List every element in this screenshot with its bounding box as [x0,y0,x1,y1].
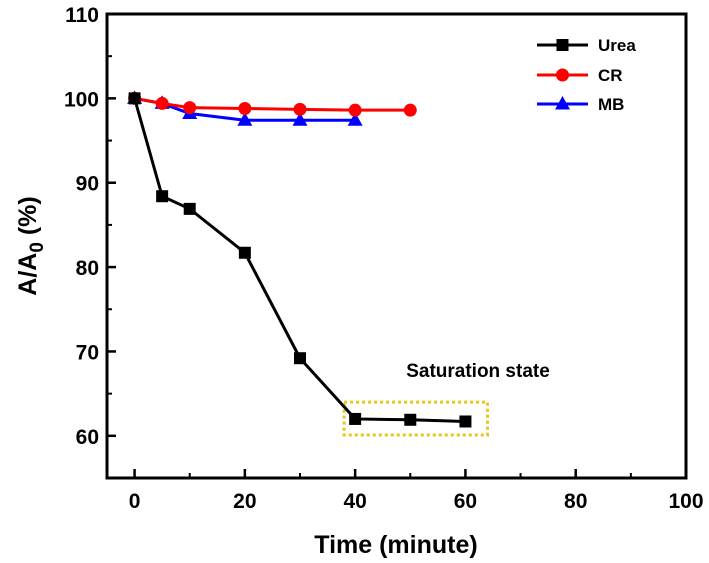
data-point-urea [183,202,196,215]
annotation-layer: Saturation state [342,361,550,437]
legend-marker-cr [556,68,569,82]
legend-marker-mb [555,96,570,110]
x-tick-label: 60 [454,490,477,513]
y-tick-label: 100 [64,88,99,111]
y-axis-title-group: A/A0 (%) [14,196,48,295]
data-point-cr [238,101,252,115]
y-tick-label: 80 [76,257,99,280]
y-axis-title: A/A0 (%) [14,196,48,295]
y-tick-label: 90 [76,173,99,196]
legend: Urea CR MB [537,36,636,114]
data-point-urea [459,415,472,428]
legend-label-urea: Urea [598,36,636,55]
annotation-text: Saturation state [406,361,550,382]
data-point-cr [183,101,197,115]
y-axis-title-main: A/A [14,253,42,296]
x-tick-label: 0 [129,490,141,513]
saturation-box [342,400,489,437]
y-tick-label: 110 [65,4,99,27]
plot-frame [105,12,688,480]
data-point-urea [238,246,251,259]
data-point-mb [237,112,253,126]
x-axis-title: Time (minute) [314,531,477,559]
legend-item-cr: CR [537,66,623,85]
y-tick-label: 70 [76,341,99,364]
data-point-mb [292,112,308,126]
legend-item-mb: MB [537,95,624,114]
legend-marker-urea [556,39,569,51]
x-tick-label: 100 [668,490,703,513]
data-point-urea [404,413,417,426]
data-point-urea [349,412,362,425]
y-axis-title-subscript: 0 [27,242,48,253]
legend-label-cr: CR [598,66,623,85]
data-point-urea [294,352,306,365]
data-point-cr [293,102,307,116]
series-layer [127,90,472,428]
series-cr [128,91,417,117]
x-tick-label: 40 [343,490,366,513]
legend-item-urea: Urea [537,36,636,55]
series-urea [128,92,472,428]
data-point-urea [128,92,141,105]
data-point-mb [347,112,363,126]
data-point-cr [348,103,362,117]
data-point-cr [155,96,169,110]
y-axis-title-suffix: (%) [14,196,42,242]
data-point-urea [156,190,169,203]
ticks-layer: 0 20 40 60 80 100 60 70 80 90 100 110 [64,4,704,513]
x-tick-label: 20 [233,490,256,513]
x-tick-label: 80 [564,490,587,513]
y-tick-label: 60 [76,426,99,449]
data-point-cr [403,103,417,117]
legend-label-mb: MB [598,95,624,114]
